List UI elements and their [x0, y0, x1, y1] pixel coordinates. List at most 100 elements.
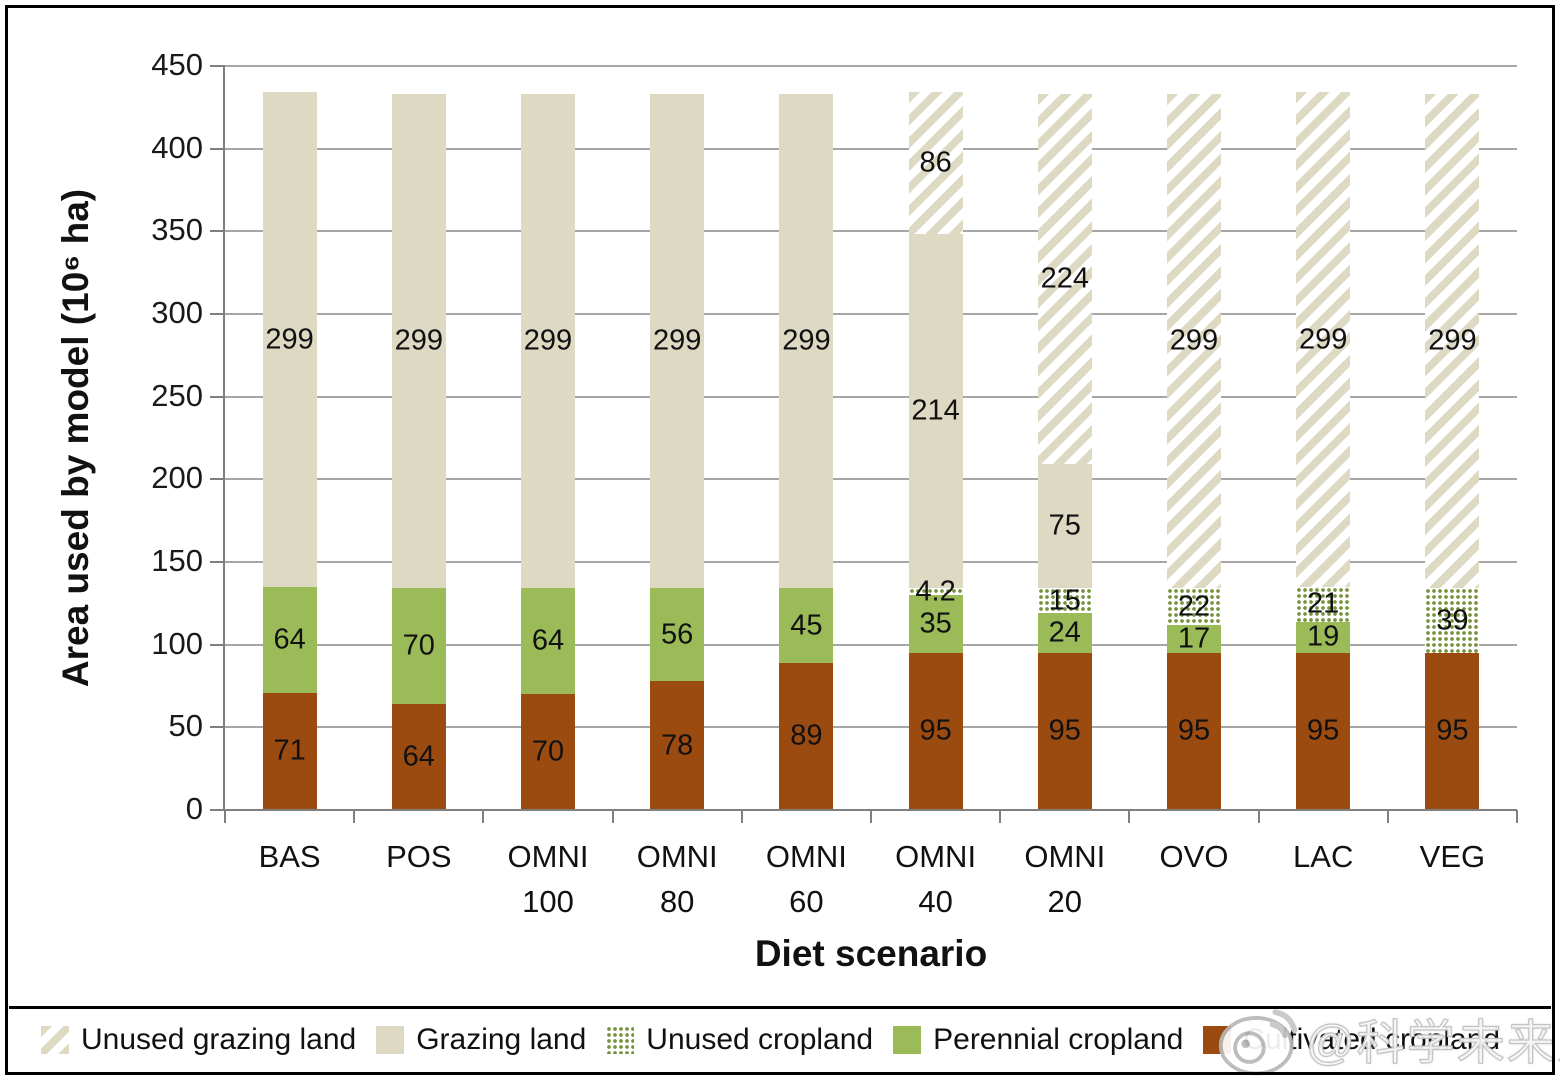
legend-label: Unused cropland: [646, 1023, 874, 1056]
legend-swatch-hatched: [41, 1026, 69, 1054]
legend-label: Unused grazing land: [81, 1023, 357, 1056]
legend-label: Perennial cropland: [933, 1023, 1184, 1056]
bar-segment: [1037, 652, 1092, 810]
category-label: VEG: [1420, 834, 1485, 879]
bar-value-label: 21: [1307, 587, 1340, 620]
y-axis-tick: [210, 726, 225, 729]
category-label: OMNI 60: [766, 834, 847, 924]
bar-value-label: 56: [661, 618, 694, 651]
bar-segment: [521, 94, 575, 589]
y-axis-tick-label: 250: [151, 377, 203, 413]
x-axis-tick: [999, 810, 1002, 823]
bar-value-label: 19: [1307, 620, 1340, 653]
category-label: POS: [386, 834, 451, 879]
bar-segment: [1167, 588, 1221, 625]
bar-value-label: 24: [1048, 616, 1081, 649]
bar-segment: [1296, 92, 1351, 587]
gridline: [225, 726, 1517, 729]
x-axis-tick: [1128, 810, 1131, 823]
bar-value-label: 224: [1040, 262, 1089, 295]
bar-value-label: 64: [402, 740, 435, 773]
bar-segment: [391, 704, 446, 810]
bar-value-label: 22: [1177, 590, 1211, 623]
bar-segment: [521, 694, 575, 810]
bar-value-label: 299: [1169, 324, 1219, 357]
category-label: LAC: [1293, 834, 1353, 879]
bar-value-label: 71: [273, 734, 306, 767]
bar-value-label: 4.2: [915, 575, 956, 608]
bar-value-label: 64: [273, 623, 306, 656]
bar-value-label: 64: [531, 624, 565, 657]
bar-value-label: 95: [1177, 714, 1211, 747]
y-axis-tick-label: 400: [151, 129, 203, 165]
y-axis-tick: [210, 65, 225, 67]
y-axis-line: [223, 66, 225, 810]
x-axis-tick: [740, 810, 743, 823]
legend-label: Cultivated cropland: [1243, 1023, 1501, 1056]
y-axis-tick: [210, 230, 225, 233]
legend-item: Perennial cropland: [893, 1023, 1183, 1057]
y-axis-tick-label: 350: [151, 212, 203, 248]
bar-segment: [908, 588, 963, 596]
y-axis-tick-label: 200: [151, 460, 203, 496]
x-axis-tick: [353, 810, 356, 823]
bar-segment: [1296, 652, 1351, 810]
bar-value-label: 299: [265, 323, 314, 356]
y-axis-tick: [210, 478, 225, 481]
bar-value-label: 75: [1048, 509, 1081, 542]
bar-segment: [650, 94, 705, 589]
x-axis-tick: [870, 810, 872, 823]
category-label-line: OMNI: [636, 839, 718, 874]
y-axis-tick: [210, 395, 225, 398]
y-axis-tick-label: 50: [168, 708, 203, 744]
gridline: [225, 561, 1517, 563]
y-axis-tick: [210, 643, 225, 646]
bar-value-label: 95: [1436, 714, 1469, 747]
y-axis-tick: [210, 561, 225, 563]
bar-segment: [262, 586, 317, 693]
bar-segment: [779, 662, 834, 810]
bar-value-label: 70: [531, 735, 565, 768]
bar-value-label: 15: [1048, 584, 1081, 617]
category-label-line: 100: [522, 884, 574, 919]
bar-segment: [650, 681, 705, 810]
bar-segment: [908, 595, 963, 653]
category-label: OMNI 80: [637, 834, 718, 924]
y-axis-tick-label: 150: [151, 543, 203, 578]
gridline: [225, 313, 1517, 315]
bar-value-label: 17: [1177, 622, 1211, 655]
gridline: [225, 147, 1517, 150]
category-label-line: LAC: [1293, 839, 1354, 874]
bar-segment: [1425, 588, 1480, 653]
legend-swatch-dotted: [606, 1026, 635, 1054]
bar-value-label: 299: [1428, 324, 1477, 357]
bar-value-label: 78: [661, 729, 694, 762]
bar-value-label: 214: [911, 394, 960, 427]
bar-value-label: 299: [652, 324, 702, 357]
bar-segment: [1425, 652, 1480, 810]
bar-value-label: 86: [919, 146, 952, 179]
category-label: OMNI 20: [1024, 834, 1105, 924]
bar-segment: [650, 588, 705, 682]
category-label-line: BAS: [258, 839, 321, 874]
gridline: [225, 230, 1517, 233]
x-axis-title: Diet scenario: [754, 933, 988, 974]
category-label-line: OMNI: [507, 839, 589, 874]
legend-item: Cultivated cropland: [1203, 1023, 1500, 1057]
x-axis-tick: [1386, 810, 1389, 823]
legend-label: Grazing land: [416, 1023, 587, 1056]
category-label: OMNI 40: [895, 834, 976, 924]
bar-segment: [1167, 652, 1221, 810]
category-label-line: OMNI: [765, 839, 847, 874]
bar-segment: [1037, 588, 1092, 614]
bar-value-label: 299: [523, 324, 573, 357]
bar-value-label: 95: [919, 714, 952, 747]
legend-swatch-solid: [893, 1026, 922, 1054]
x-axis-tick: [1516, 810, 1518, 823]
bar-segment: [908, 652, 963, 810]
x-axis-tick: [611, 810, 614, 823]
bar-value-label: 299: [782, 324, 831, 357]
bar-segment: [262, 692, 317, 810]
bar-value-label: 39: [1436, 604, 1469, 637]
